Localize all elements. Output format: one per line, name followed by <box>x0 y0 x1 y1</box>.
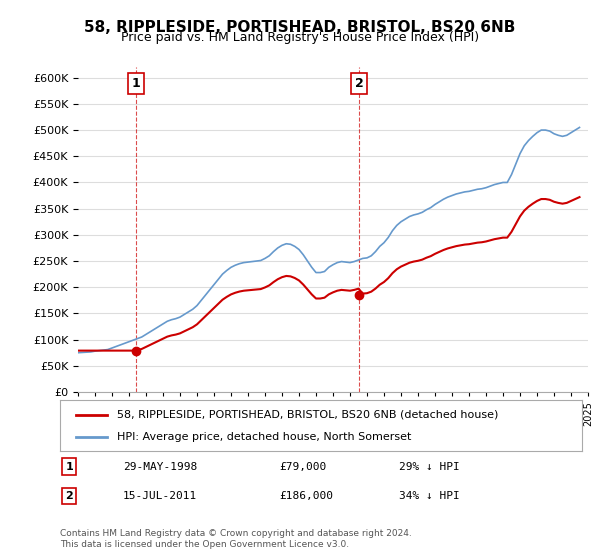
Text: 58, RIPPLESIDE, PORTISHEAD, BRISTOL, BS20 6NB: 58, RIPPLESIDE, PORTISHEAD, BRISTOL, BS2… <box>85 20 515 35</box>
Text: £79,000: £79,000 <box>279 461 326 472</box>
Text: Contains HM Land Registry data © Crown copyright and database right 2024.
This d: Contains HM Land Registry data © Crown c… <box>60 529 412 549</box>
Text: 58, RIPPLESIDE, PORTISHEAD, BRISTOL, BS20 6NB (detached house): 58, RIPPLESIDE, PORTISHEAD, BRISTOL, BS2… <box>118 409 499 419</box>
Text: 29% ↓ HPI: 29% ↓ HPI <box>400 461 460 472</box>
Text: 15-JUL-2011: 15-JUL-2011 <box>122 491 197 501</box>
Text: Price paid vs. HM Land Registry's House Price Index (HPI): Price paid vs. HM Land Registry's House … <box>121 31 479 44</box>
Text: 1: 1 <box>131 77 140 90</box>
Text: HPI: Average price, detached house, North Somerset: HPI: Average price, detached house, Nort… <box>118 432 412 442</box>
Text: £186,000: £186,000 <box>279 491 333 501</box>
Text: 29-MAY-1998: 29-MAY-1998 <box>122 461 197 472</box>
Text: 2: 2 <box>65 491 73 501</box>
Text: 2: 2 <box>355 77 364 90</box>
Text: 1: 1 <box>65 461 73 472</box>
Text: 34% ↓ HPI: 34% ↓ HPI <box>400 491 460 501</box>
